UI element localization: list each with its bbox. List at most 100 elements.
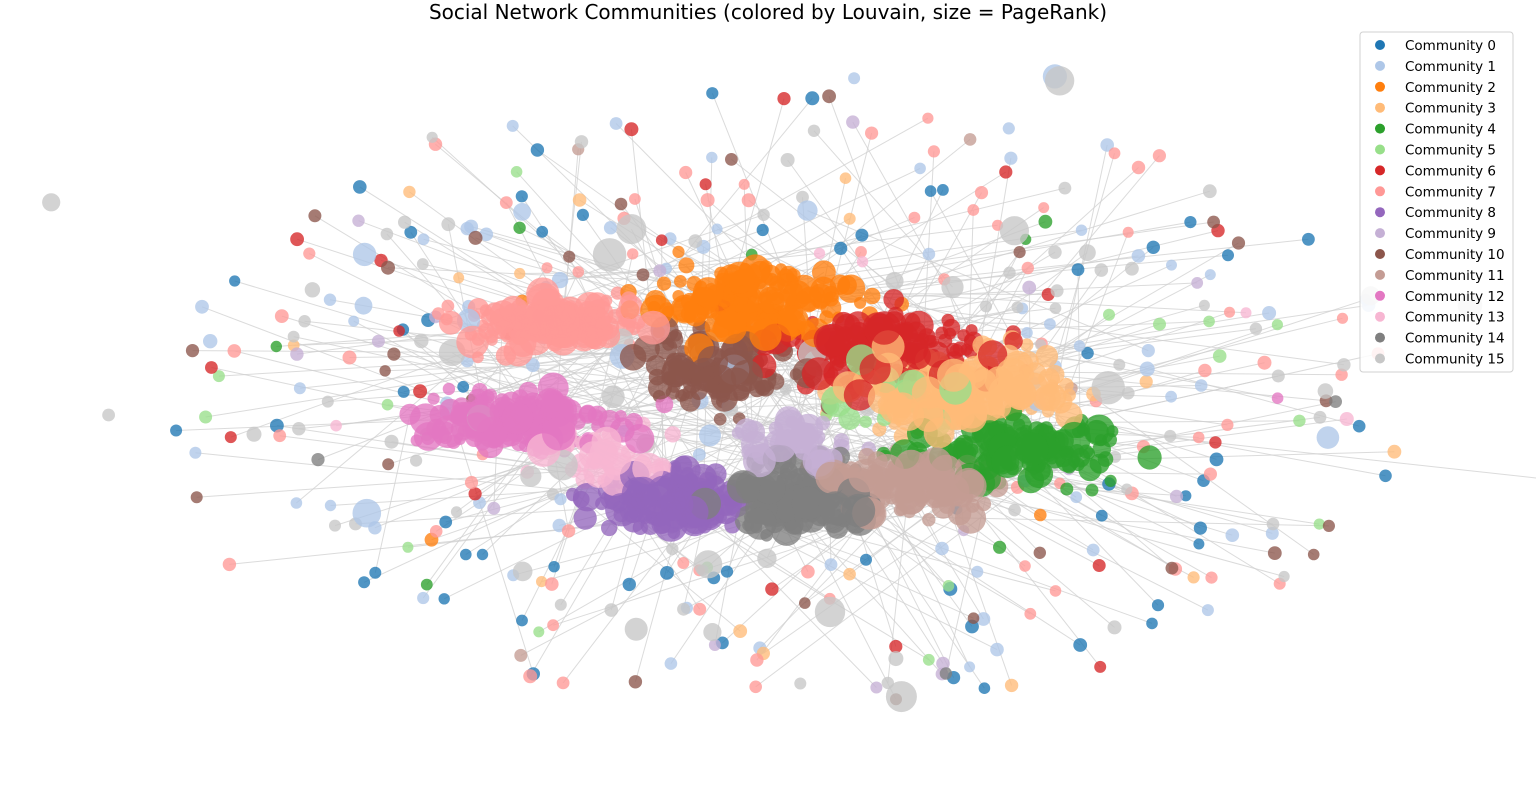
graph-node-community-3 <box>1139 375 1153 389</box>
graph-node-community-3 <box>1035 345 1059 368</box>
graph-node-community-15 <box>450 506 463 518</box>
graph-node-community-6 <box>889 639 903 654</box>
graph-node-community-11 <box>514 648 528 662</box>
legend-label: Community 12 <box>1405 289 1505 305</box>
legend-item-community-1: Community 1 <box>1375 59 1496 75</box>
legend-marker <box>1375 269 1385 280</box>
graph-node-community-0 <box>1379 469 1392 483</box>
graph-node-community-0 <box>476 548 489 561</box>
graph-node-community-13 <box>1240 307 1252 319</box>
graph-node-community-5 <box>942 580 955 592</box>
graph-node-community-1 <box>324 499 337 512</box>
graph-node-community-3 <box>843 212 856 225</box>
graph-node-community-15 <box>624 617 648 641</box>
graph-node-community-0 <box>1151 599 1165 612</box>
graph-edge <box>839 284 1360 427</box>
chart-title: Social Network Communities (colored by L… <box>429 0 1107 24</box>
graph-node-community-0 <box>457 380 470 393</box>
graph-node-community-9 <box>846 115 860 129</box>
graph-node-community-9 <box>487 501 501 515</box>
graph-node-community-9 <box>653 264 667 278</box>
graph-node-community-5 <box>199 410 213 424</box>
graph-node-community-15 <box>512 561 533 582</box>
graph-node-community-1 <box>1044 318 1056 330</box>
graph-node-community-10 <box>381 260 395 275</box>
graph-node-community-15 <box>1249 322 1263 335</box>
graph-node-community-1 <box>323 293 337 306</box>
graph-node-community-6 <box>942 318 961 337</box>
graph-edge <box>422 320 630 599</box>
graph-node-community-0 <box>460 548 472 561</box>
graph-node-community-6 <box>290 232 304 247</box>
graph-node-community-7 <box>227 344 242 358</box>
graph-node-community-1 <box>195 299 209 314</box>
graph-node-community-7 <box>222 557 237 572</box>
graph-node-community-5 <box>1203 315 1215 328</box>
graph-node-community-10 <box>1013 246 1026 259</box>
graph-node-community-7 <box>922 112 934 124</box>
graph-node-community-9 <box>290 347 304 361</box>
graph-node-community-0 <box>1180 490 1192 502</box>
graph-node-community-1 <box>417 591 430 605</box>
graph-node-community-7 <box>679 165 693 180</box>
graph-node-community-7 <box>855 246 867 258</box>
graph-node-community-7 <box>1224 306 1235 318</box>
graph-node-community-10 <box>1231 236 1246 250</box>
graph-node-community-10 <box>387 347 401 361</box>
graph-node-community-6 <box>765 582 779 596</box>
graph-node-community-1 <box>824 558 838 571</box>
graph-node-community-3 <box>1020 338 1034 352</box>
graph-node-community-0 <box>516 614 528 627</box>
graph-node-community-0 <box>1073 638 1088 652</box>
graph-node-community-15 <box>102 408 115 422</box>
legend-item-community-5: Community 5 <box>1375 143 1496 159</box>
graph-node-community-6 <box>843 379 876 411</box>
graph-node-community-1 <box>976 612 991 626</box>
graph-node-community-5 <box>1271 319 1283 331</box>
graph-node-community-15 <box>604 603 619 617</box>
graph-node-community-15 <box>1121 483 1133 495</box>
graph-node-community-0 <box>1146 617 1158 630</box>
graph-node-community-15 <box>287 330 300 343</box>
legend-marker <box>1375 228 1385 239</box>
legend-items: Community 0 Community 1 Community 2 Communi… <box>1375 38 1505 368</box>
graph-node-community-14 <box>726 470 761 504</box>
graph-node-community-2 <box>674 275 687 288</box>
graph-node-community-7 <box>750 653 764 667</box>
graph-node-community-1 <box>460 221 474 236</box>
graph-node-community-10 <box>636 268 650 282</box>
graph-node-community-1 <box>1262 306 1277 320</box>
graph-node-community-1 <box>1316 426 1340 449</box>
graph-node-community-15 <box>666 542 679 556</box>
graph-node-community-15 <box>757 208 770 221</box>
graph-node-community-1 <box>1131 249 1146 263</box>
graph-node-community-1 <box>1166 259 1177 271</box>
graph-node-community-1 <box>203 334 218 349</box>
graph-node-community-15 <box>688 234 703 249</box>
graph-node-community-5 <box>1153 317 1166 331</box>
legend-item-community-6: Community 6 <box>1375 163 1496 179</box>
graph-node-community-7 <box>1038 202 1050 214</box>
graph-node-community-15 <box>703 623 722 642</box>
graph-node-community-7 <box>749 680 762 694</box>
graph-node-community-12 <box>1271 392 1284 405</box>
graph-node-community-0 <box>404 225 418 239</box>
graph-node-community-0 <box>548 561 560 573</box>
graph-node-community-15 <box>1003 266 1016 279</box>
graph-node-community-12 <box>624 424 655 454</box>
graph-node-community-1 <box>971 565 984 578</box>
graph-node-community-1 <box>797 200 818 221</box>
graph-node-community-5 <box>1103 308 1115 321</box>
graph-node-community-13 <box>664 426 681 443</box>
legend-marker <box>1375 332 1385 343</box>
graph-node-community-10 <box>1033 546 1047 559</box>
graph-node-community-7 <box>464 475 479 490</box>
graph-node-community-8 <box>573 483 602 512</box>
graph-node-community-3 <box>1004 678 1019 693</box>
graph-node-community-15 <box>554 598 567 611</box>
legend-marker <box>1375 290 1385 301</box>
graph-node-community-15 <box>677 602 691 616</box>
graph-node-community-15 <box>796 190 809 204</box>
graph-edge <box>374 414 411 573</box>
